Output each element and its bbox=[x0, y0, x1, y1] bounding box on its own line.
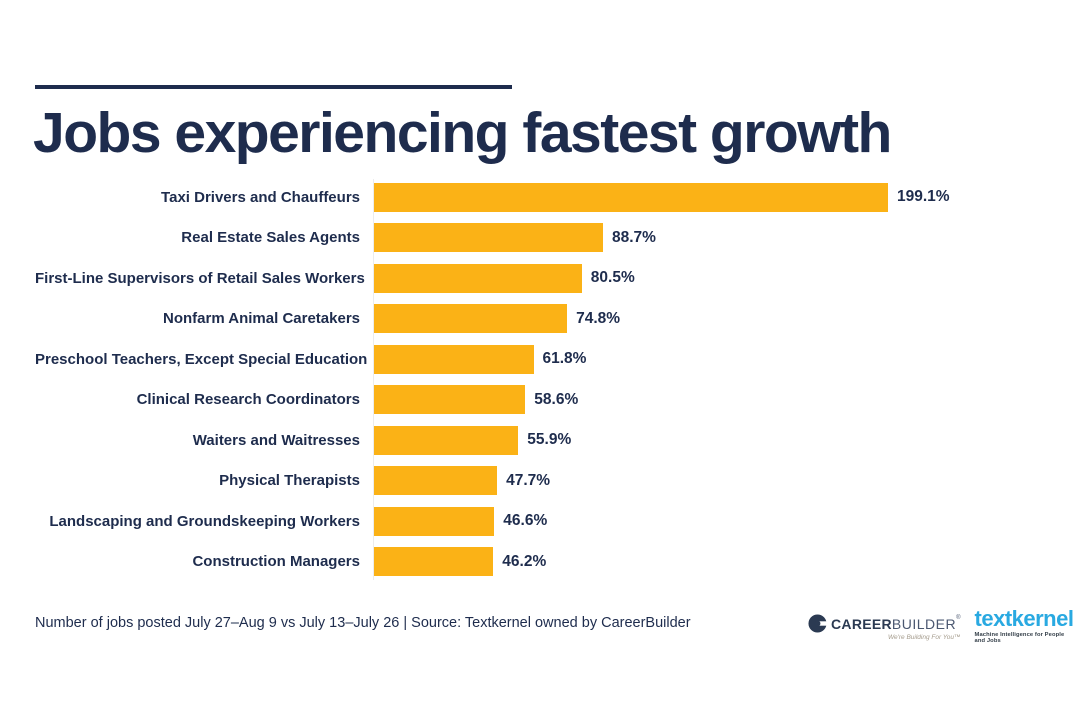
bar bbox=[374, 547, 494, 577]
bar bbox=[374, 425, 519, 455]
footer-logos: CAREER BUILDER ® We're Building For You™… bbox=[808, 608, 1073, 644]
bar-wrapper: 47.7% bbox=[374, 466, 551, 496]
bar-wrapper: 199.1% bbox=[374, 182, 950, 212]
bar-wrapper: 46.6% bbox=[374, 506, 548, 536]
bar bbox=[374, 385, 526, 415]
bar-wrapper: 88.7% bbox=[374, 223, 656, 253]
value-label: 61.8% bbox=[542, 350, 587, 368]
title-rule bbox=[35, 85, 512, 89]
bar bbox=[374, 466, 498, 496]
category-label: Preschool Teachers, Except Special Educa… bbox=[35, 350, 368, 368]
chart-row: Taxi Drivers and Chauffeurs 199.1% bbox=[35, 177, 1045, 218]
category-label: Physical Therapists bbox=[219, 472, 360, 490]
careerbuilder-wordmark: CAREER BUILDER ® bbox=[808, 614, 961, 633]
value-label: 47.7% bbox=[506, 471, 551, 489]
chart-row: Landscaping and Groundskeeping Workers 46… bbox=[35, 501, 1045, 542]
value-label: 46.6% bbox=[503, 512, 548, 530]
bar-wrapper: 46.2% bbox=[374, 547, 547, 577]
category-label: First-Line Supervisors of Retail Sales W… bbox=[35, 269, 365, 287]
bar-wrapper: 80.5% bbox=[374, 263, 635, 293]
category-label: Construction Managers bbox=[192, 553, 360, 571]
chart-axis-line bbox=[373, 179, 374, 580]
chart-row: Construction Managers 46.2% bbox=[35, 542, 1045, 583]
careerbuilder-circle-icon bbox=[808, 614, 827, 633]
textkernel-tagline: Machine Intelligence for People and Jobs bbox=[974, 632, 1065, 644]
bar bbox=[374, 223, 603, 253]
bar-wrapper: 74.8% bbox=[374, 304, 621, 334]
bar bbox=[374, 182, 888, 212]
bar bbox=[374, 344, 534, 374]
textkernel-wordmark: textkernel bbox=[974, 606, 1073, 631]
chart-row: Physical Therapists 47.7% bbox=[35, 461, 1045, 502]
bar-wrapper: 61.8% bbox=[374, 344, 587, 374]
value-label: 80.5% bbox=[590, 269, 635, 287]
value-label: 58.6% bbox=[534, 390, 579, 408]
page-title: Jobs experiencing fastest growth bbox=[33, 101, 892, 165]
category-label: Taxi Drivers and Chauffeurs bbox=[161, 188, 360, 206]
value-label: 46.2% bbox=[502, 552, 547, 570]
careerbuilder-wordmark-career: CAREER bbox=[831, 615, 892, 632]
source-note: Number of jobs posted July 27–Aug 9 vs J… bbox=[35, 615, 691, 631]
registered-trademark-icon: ® bbox=[956, 615, 961, 621]
chart-row: Nonfarm Animal Caretakers 74.8% bbox=[35, 299, 1045, 340]
bar bbox=[374, 263, 582, 293]
chart-row: Real Estate Sales Agents 88.7% bbox=[35, 218, 1045, 259]
careerbuilder-tagline: We're Building For You™ bbox=[887, 634, 961, 641]
value-label: 74.8% bbox=[576, 309, 621, 327]
chart-row: First-Line Supervisors of Retail Sales W… bbox=[35, 258, 1045, 299]
category-label: Clinical Research Coordinators bbox=[136, 391, 360, 409]
value-label: 199.1% bbox=[897, 188, 950, 206]
chart-row: Preschool Teachers, Except Special Educa… bbox=[35, 339, 1045, 380]
bar bbox=[374, 506, 495, 536]
bar bbox=[374, 304, 568, 334]
bar-chart: Taxi Drivers and Chauffeurs 199.1% Real Es… bbox=[35, 177, 1045, 582]
bar-wrapper: 55.9% bbox=[374, 425, 572, 455]
textkernel-logo: textkernel Machine Intelligence for Peop… bbox=[974, 606, 1073, 645]
category-label: Landscaping and Groundskeeping Workers bbox=[49, 512, 360, 530]
chart-row: Clinical Research Coordinators 58.6% bbox=[35, 380, 1045, 421]
value-label: 55.9% bbox=[527, 431, 572, 449]
category-label: Real Estate Sales Agents bbox=[181, 229, 360, 247]
careerbuilder-wordmark-builder: BUILDER bbox=[891, 615, 957, 632]
value-label: 88.7% bbox=[612, 228, 656, 246]
chart-row: Waiters and Waitresses 55.9% bbox=[35, 420, 1045, 461]
category-label: Waiters and Waitresses bbox=[192, 431, 360, 449]
bar-wrapper: 58.6% bbox=[374, 385, 579, 415]
careerbuilder-logo: CAREER BUILDER ® We're Building For You™ bbox=[808, 614, 961, 641]
category-label: Nonfarm Animal Caretakers bbox=[162, 310, 360, 328]
